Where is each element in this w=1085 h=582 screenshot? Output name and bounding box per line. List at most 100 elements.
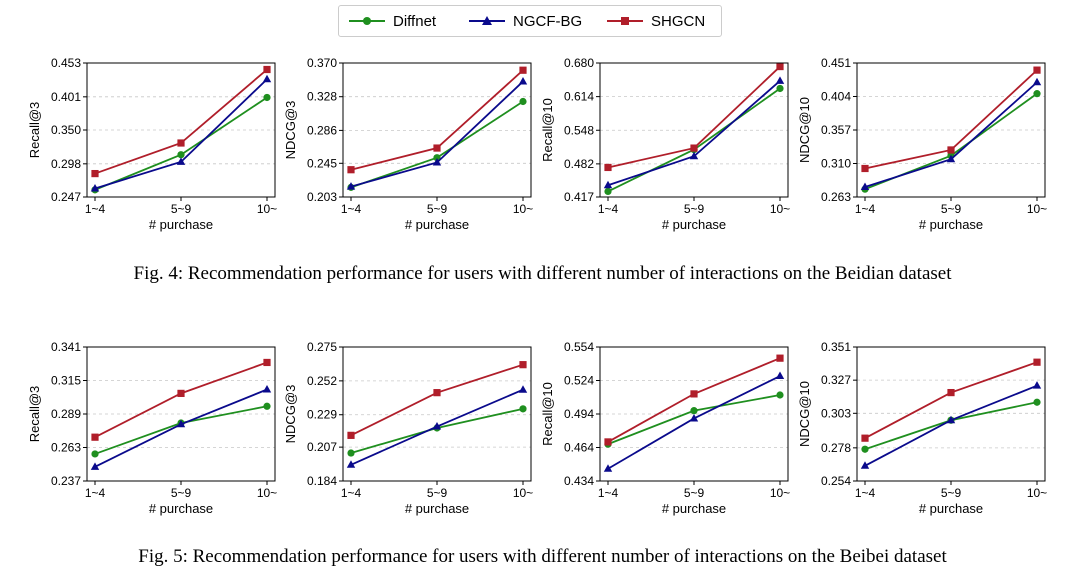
data-point-ngcf-bg: [775, 76, 785, 84]
y-tick-label: 0.289: [51, 407, 81, 421]
data-point-ngcf-bg: [689, 151, 699, 160]
x-tick-label: 1~4: [85, 202, 106, 216]
data-point-ngcf-bg: [603, 180, 613, 189]
data-point-ngcf-bg: [860, 182, 870, 191]
data-point-shgcn: [519, 361, 527, 369]
data-point-shgcn: [861, 434, 869, 442]
data-point-shgcn: [91, 433, 99, 441]
plot-frame: [86, 346, 276, 482]
data-point-diffnet: [776, 84, 784, 93]
y-tick-label: 0.315: [51, 374, 81, 388]
plot-frame: [856, 346, 1046, 482]
y-tick-label: 0.351: [821, 340, 851, 354]
y-tick-label: 0.417: [564, 190, 594, 204]
x-tick-label: 5~9: [684, 486, 705, 500]
x-tick-label: 1~4: [855, 202, 876, 216]
series-line-ngcf-bg: [94, 388, 268, 468]
data-point-diffnet: [519, 405, 527, 413]
y-axis-label: Recall@10: [540, 382, 555, 446]
data-point-shgcn: [433, 144, 441, 152]
y-tick-label: 0.482: [564, 157, 594, 171]
y-tick-label: 0.451: [821, 56, 851, 70]
caption-fig4: Fig. 4: Recommendation performance for u…: [133, 263, 952, 284]
x-tick-label: 10~: [770, 202, 790, 216]
data-point-ngcf-bg: [262, 385, 272, 393]
data-point-shgcn: [347, 166, 355, 174]
x-tick-label: 5~9: [171, 202, 192, 216]
data-point-diffnet: [177, 151, 185, 159]
data-point-shgcn: [177, 139, 185, 147]
plot-frame: [342, 346, 532, 482]
x-tick-label: 1~4: [341, 202, 362, 216]
y-tick-label: 0.303: [821, 406, 851, 420]
data-point-shgcn: [519, 66, 527, 74]
x-tick-label: 1~4: [598, 202, 619, 216]
x-tick-label: 1~4: [341, 486, 362, 500]
x-tick-label: 1~4: [598, 486, 619, 500]
y-tick-label: 0.524: [564, 374, 594, 388]
data-point-ngcf-bg: [432, 157, 442, 166]
data-point-diffnet: [861, 445, 869, 453]
x-tick-label: 10~: [513, 486, 533, 500]
data-point-diffnet: [1033, 398, 1041, 406]
series-line-ngcf-bg: [94, 78, 268, 190]
series-line-ngcf-bg: [607, 80, 781, 187]
series-line-diffnet: [864, 401, 1038, 451]
y-tick-label: 0.263: [821, 190, 851, 204]
data-point-ngcf-bg: [432, 422, 442, 430]
y-tick-label: 0.203: [307, 190, 337, 204]
data-point-ngcf-bg: [346, 182, 356, 190]
data-point-ngcf-bg: [1032, 381, 1042, 389]
x-tick-label: 5~9: [171, 486, 192, 500]
chart-fig5-ndcg3: 0.184 0.207 0.229 0.252 0.275 1~4 5~9 10~ # purc…: [283, 340, 533, 516]
y-tick-label: 0.453: [51, 56, 81, 70]
y-tick-label: 0.229: [307, 408, 337, 422]
y-tick-label: 0.614: [564, 90, 594, 104]
series-line-ngcf-bg: [864, 384, 1038, 467]
chart-fig4-ndcg10: 0.263 0.310 0.357 0.404 0.451 1~4 5~9 10~ # purc…: [797, 56, 1047, 232]
data-point-diffnet: [604, 187, 612, 195]
legend-marker-circle-icon: [349, 17, 385, 25]
data-point-diffnet: [776, 391, 784, 399]
data-point-diffnet: [519, 97, 527, 106]
y-tick-label: 0.464: [564, 441, 594, 455]
data-point-shgcn: [91, 169, 99, 178]
data-point-shgcn: [604, 438, 612, 446]
data-point-diffnet: [433, 154, 441, 162]
plot-frame: [86, 62, 276, 198]
x-tick-label: 5~9: [427, 202, 448, 216]
legend-item-shgcn: SHGCN: [607, 6, 705, 36]
y-tick-label: 0.310: [821, 157, 851, 171]
y-tick-label: 0.554: [564, 340, 594, 354]
x-tick-label: 10~: [257, 202, 277, 216]
data-point-shgcn: [177, 389, 185, 397]
plot-frame: [856, 62, 1046, 198]
y-tick-label: 0.278: [821, 441, 851, 455]
data-point-shgcn: [690, 144, 698, 152]
x-axis-label: # purchase: [405, 217, 469, 232]
y-tick-label: 0.252: [307, 374, 337, 388]
data-point-ngcf-bg: [860, 461, 870, 469]
x-axis-label: # purchase: [662, 501, 726, 516]
data-point-diffnet: [690, 407, 698, 415]
y-tick-label: 0.370: [307, 56, 337, 70]
y-tick-label: 0.494: [564, 407, 594, 421]
x-tick-label: 10~: [1027, 486, 1047, 500]
y-tick-label: 0.434: [564, 474, 594, 488]
data-point-shgcn: [861, 164, 869, 173]
x-axis-label: # purchase: [405, 501, 469, 516]
y-tick-label: 0.357: [821, 123, 851, 137]
data-point-ngcf-bg: [90, 184, 100, 192]
data-point-diffnet: [263, 402, 271, 410]
legend-label-ngcf-bg: NGCF-BG: [513, 12, 583, 30]
legend-marker-triangle-icon: [469, 16, 505, 25]
y-tick-label: 0.548: [564, 123, 594, 137]
y-tick-label: 0.184: [307, 474, 337, 488]
y-tick-label: 0.286: [307, 123, 337, 137]
y-tick-label: 0.207: [307, 440, 337, 454]
y-axis-label: Recall@10: [540, 98, 555, 162]
data-point-shgcn: [776, 354, 784, 362]
y-axis-label: NDCG@3: [283, 101, 298, 160]
data-point-diffnet: [1033, 90, 1041, 98]
data-point-shgcn: [690, 390, 698, 398]
